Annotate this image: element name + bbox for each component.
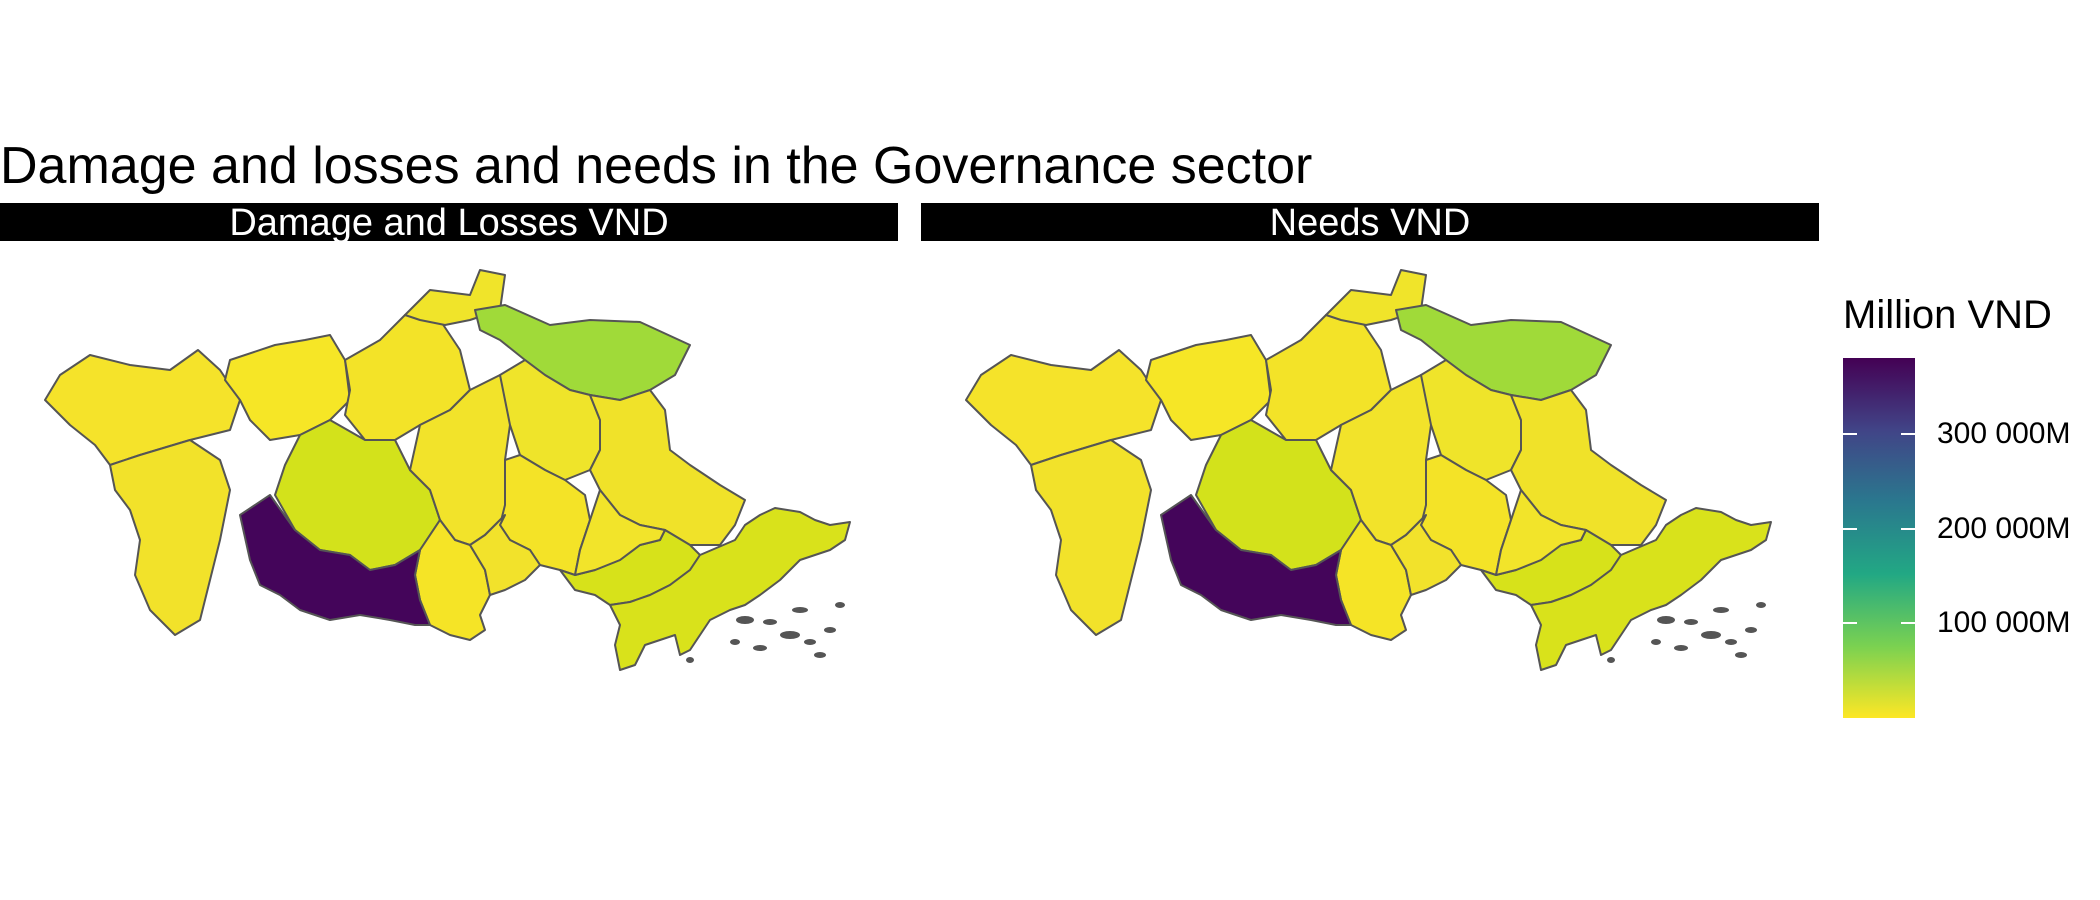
southeast-province — [1495, 489, 1587, 576]
east-province — [589, 389, 746, 546]
facet-strip-needs: Needs VND — [921, 203, 1819, 241]
south-mid-province — [1390, 514, 1462, 596]
legend-tick-label-200000: 200 000M — [1937, 511, 2071, 545]
island-shape — [1713, 607, 1729, 613]
island-shape — [1701, 631, 1721, 639]
facet-strip-damage-losses: Damage and Losses VND — [0, 203, 898, 241]
southwest-central-province — [1160, 494, 1352, 626]
coastal-province — [609, 507, 851, 671]
northwest-province — [965, 349, 1162, 466]
island-shape — [1725, 639, 1737, 645]
island-shape — [780, 631, 800, 639]
southeast-province — [574, 489, 666, 576]
chart-title: Damage and losses and needs in the Gover… — [0, 137, 1313, 195]
south-mid-province — [469, 514, 541, 596]
coastal-province — [1530, 507, 1772, 671]
island-shape — [804, 639, 816, 645]
northwest-province — [44, 349, 241, 466]
southwest-central-province — [239, 494, 431, 626]
legend-colorbar — [1843, 358, 1915, 718]
west-province — [109, 439, 231, 636]
legend-tick-label-100000: 100 000M — [1937, 606, 2071, 640]
east-province — [1510, 389, 1667, 546]
island-shape — [763, 619, 777, 625]
island-shape — [730, 639, 740, 645]
map-panel-needs — [965, 269, 1772, 671]
island-shape — [1674, 645, 1688, 651]
island-shape — [814, 652, 826, 658]
legend-title: Million VND — [1843, 293, 2052, 337]
island-shape — [1684, 619, 1698, 625]
island-shape — [753, 645, 767, 651]
island-shape — [824, 627, 836, 633]
island-shape — [686, 657, 694, 663]
legend-tick-label-300000: 300 000M — [1937, 416, 2071, 450]
map-panel-damage-losses — [44, 269, 851, 671]
island-shape — [792, 607, 808, 613]
island-shape — [1607, 657, 1615, 663]
island-shape — [736, 616, 754, 624]
island-shape — [1735, 652, 1747, 658]
island-shape — [1657, 616, 1675, 624]
island-shape — [1745, 627, 1757, 633]
island-shape — [835, 602, 845, 608]
island-shape — [1756, 602, 1766, 608]
island-shape — [1651, 639, 1661, 645]
west-province — [1030, 439, 1152, 636]
